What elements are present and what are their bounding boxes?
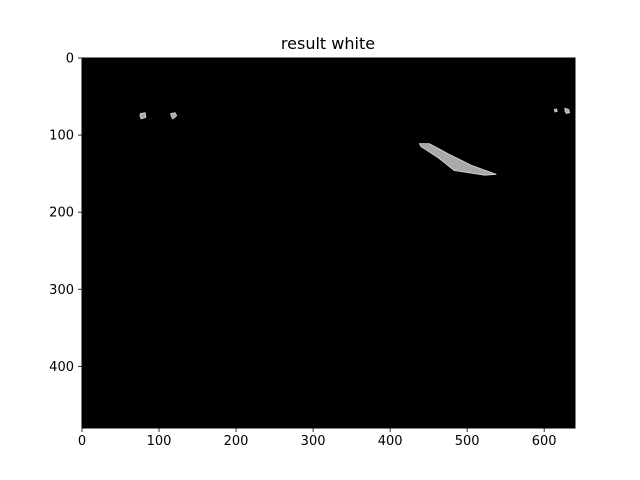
image-region-left-blob-1: [139, 112, 147, 120]
plot-frame: [81, 57, 576, 429]
x-tick-label: 400: [378, 434, 403, 449]
x-tick-label: 500: [455, 434, 480, 449]
axes: 0 100 200 300 400 500 600 0 100 200 300 400: [49, 52, 576, 449]
y-tick-label: 300: [49, 283, 74, 298]
x-tick-label: 600: [532, 434, 557, 449]
image-region-right-fleck-2: [564, 107, 571, 114]
image-region-left-blob-2: [170, 112, 178, 120]
image-region-right-fleck-1: [553, 108, 558, 113]
x-tick-label: 100: [147, 434, 172, 449]
image-background: [82, 58, 575, 428]
x-tick-label: 300: [301, 434, 326, 449]
y-tick-label: 400: [49, 360, 74, 375]
image-regions: [139, 107, 571, 176]
y-tick-label: 200: [49, 206, 74, 221]
y-tick-label: 100: [49, 129, 74, 144]
chart-title: result white: [281, 34, 375, 53]
image-region-diagonal-streak: [418, 143, 497, 176]
x-tick-label: 200: [224, 434, 249, 449]
y-tick-label: 0: [66, 52, 74, 67]
x-tick-label: 0: [78, 434, 86, 449]
